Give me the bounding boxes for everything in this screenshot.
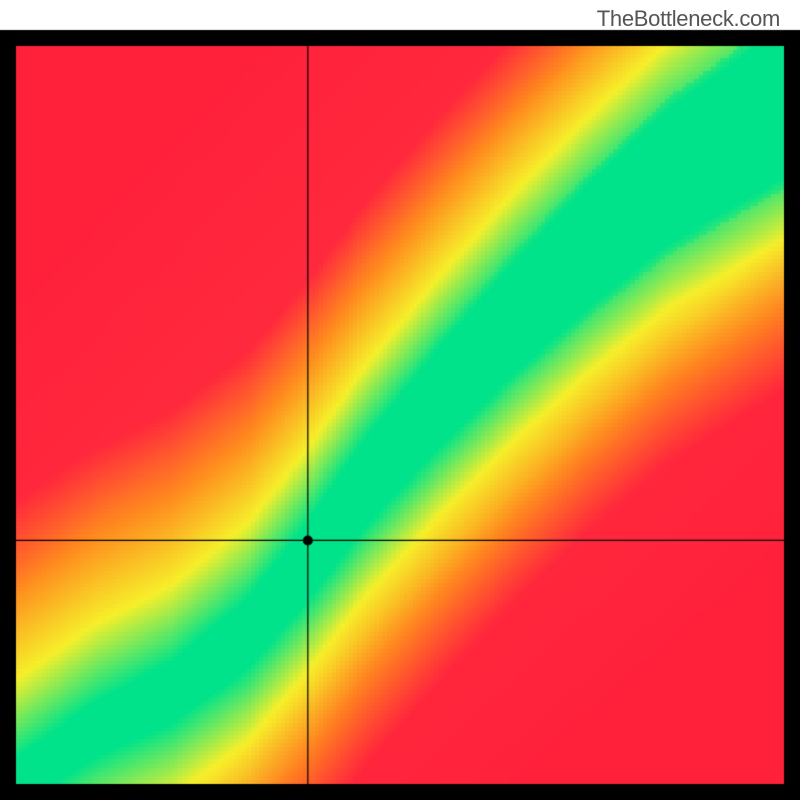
bottleneck-heatmap (0, 0, 800, 800)
watermark-text: TheBottleneck.com (597, 6, 780, 32)
heatmap-container: TheBottleneck.com (0, 0, 800, 800)
